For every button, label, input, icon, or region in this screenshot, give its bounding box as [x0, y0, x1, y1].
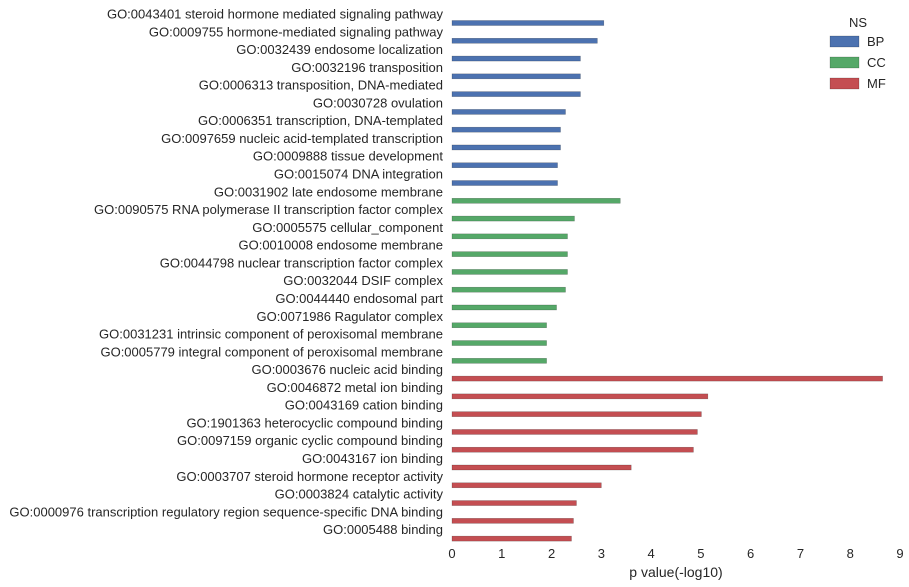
category-label: GO:0003824 catalytic activity — [275, 487, 444, 502]
bar-bp — [451, 91, 581, 97]
x-tick-label: 7 — [797, 546, 804, 561]
category-label: GO:0071986 Ragulator complex — [257, 309, 444, 324]
category-label: GO:0097159 organic cyclic compound bindi… — [177, 433, 443, 448]
x-axis: 0 1 2 3 4 5 6 7 8 9 p value(-log10) — [448, 546, 903, 580]
bar-cc — [451, 215, 575, 222]
bar-cc — [451, 269, 568, 275]
category-label: GO:0046872 metal ion binding — [267, 380, 443, 395]
bar-bp — [451, 55, 581, 62]
bar-mf — [451, 446, 694, 453]
bar-mf — [451, 482, 602, 489]
category-label: GO:0009888 tissue development — [253, 149, 443, 164]
legend-label-mf: MF — [867, 76, 886, 91]
category-labels: GO:0043401 steroid hormone mediated sign… — [9, 7, 443, 538]
bar-cc — [451, 322, 547, 329]
bar-bp — [451, 162, 558, 168]
bars — [451, 20, 883, 542]
x-tick-label: 1 — [498, 546, 505, 561]
category-label: GO:0000976 transcription regulatory regi… — [9, 504, 443, 519]
bar-mf — [451, 535, 572, 542]
bar-mf — [451, 375, 883, 382]
bar-bp — [451, 144, 561, 151]
legend-title: NS — [849, 15, 867, 30]
bar-cc — [451, 340, 547, 346]
legend-swatch-bp — [829, 35, 860, 48]
category-label: GO:0032439 endosome localization — [236, 42, 443, 57]
legend: NS BP CC MF — [829, 15, 886, 91]
category-label: GO:0044798 nuclear transcription factor … — [160, 255, 444, 270]
category-label: GO:0009755 hormone-mediated signaling pa… — [149, 24, 444, 39]
category-label: GO:0006313 transposition, DNA-mediated — [199, 78, 443, 93]
bar-bp — [451, 180, 558, 186]
bar-bp — [451, 126, 561, 133]
category-label: GO:1901363 heterocyclic compound binding — [186, 415, 443, 430]
x-tick-label: 3 — [598, 546, 605, 561]
bar-mf — [451, 518, 574, 524]
category-label: GO:0005779 integral component of peroxis… — [100, 344, 443, 359]
legend-label-cc: CC — [867, 55, 886, 70]
x-tick-label: 6 — [747, 546, 754, 561]
x-tick-label: 2 — [548, 546, 555, 561]
x-axis-title: p value(-log10) — [629, 564, 722, 580]
x-tick-labels: 0 1 2 3 4 5 6 7 8 9 — [448, 546, 903, 561]
category-label: GO:0010008 endosome membrane — [238, 238, 443, 253]
category-label: GO:0043167 ion binding — [302, 451, 443, 466]
category-label: GO:0032196 transposition — [291, 60, 443, 75]
category-label: GO:0006351 transcription, DNA-templated — [198, 113, 443, 128]
category-label: GO:0015074 DNA integration — [274, 167, 443, 182]
bar-mf — [451, 464, 632, 471]
bar-cc — [451, 358, 547, 364]
bar-mf — [451, 393, 709, 400]
category-label: GO:0044440 endosomal part — [275, 291, 443, 306]
bar-bp — [451, 38, 598, 44]
bar-cc — [451, 198, 621, 204]
bar-cc — [451, 286, 566, 293]
category-label: GO:0005575 cellular_component — [252, 220, 443, 235]
category-label: GO:0090575 RNA polymerase II transcripti… — [94, 202, 443, 217]
bar-mf — [451, 411, 702, 417]
bar-mf — [451, 429, 698, 435]
x-tick-label: 0 — [448, 546, 455, 561]
category-label: GO:0030728 ovulation — [313, 95, 443, 110]
bar-bp — [451, 73, 581, 80]
category-label: GO:0031902 late endosome membrane — [214, 184, 443, 199]
bar-cc — [451, 251, 568, 257]
x-tick-label: 8 — [847, 546, 854, 561]
bar-cc — [451, 304, 557, 311]
category-label: GO:0003707 steroid hormone receptor acti… — [176, 469, 443, 484]
category-label: GO:0043401 steroid hormone mediated sign… — [107, 7, 444, 22]
category-label: GO:0043169 cation binding — [285, 398, 443, 413]
category-label: GO:0005488 binding — [323, 522, 443, 537]
bar-bp — [451, 109, 566, 115]
legend-swatch-cc — [829, 56, 860, 69]
x-tick-label: 4 — [647, 546, 654, 561]
category-label: GO:0032044 DSIF complex — [283, 273, 443, 288]
category-label: GO:0031231 intrinsic component of peroxi… — [99, 327, 443, 342]
category-label: GO:0097659 nucleic acid-templated transc… — [161, 131, 443, 146]
x-tick-label: 5 — [697, 546, 704, 561]
legend-swatch-mf — [829, 77, 860, 90]
bar-cc — [451, 233, 568, 240]
bar-bp — [451, 20, 605, 26]
legend-label-bp: BP — [867, 34, 884, 49]
x-tick-label: 9 — [896, 546, 903, 561]
bar-mf — [451, 500, 577, 506]
category-label: GO:0003676 nucleic acid binding — [251, 362, 443, 377]
